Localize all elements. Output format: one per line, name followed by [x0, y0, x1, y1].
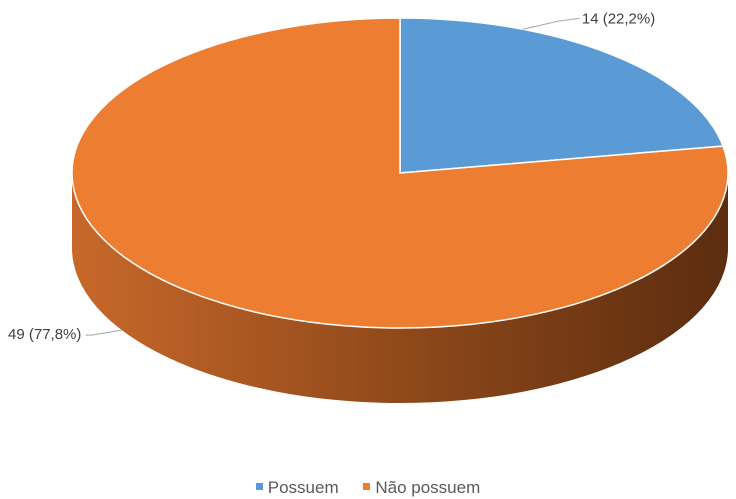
leader-lines	[85, 17, 580, 336]
pie-slice-possuem	[399, 17, 725, 174]
leader-line-nao-possuem	[85, 329, 122, 336]
legend-item-nao-possuem: Não possuem	[363, 478, 480, 498]
legend: Possuem Não possuem	[0, 478, 736, 498]
legend-item-possuem: Possuem	[255, 478, 339, 498]
legend-label-nao-possuem: Não possuem	[375, 478, 481, 497]
pie-side-layer	[72, 173, 728, 403]
pie-top-layer	[71, 17, 729, 329]
legend-swatch-nao-possuem	[363, 483, 371, 490]
data-label-possuem: 14 (22,2%)	[582, 10, 655, 27]
data-label-nao-possuem: 49 (77,8%)	[8, 326, 81, 343]
legend-label-possuem: Possuem	[267, 478, 339, 497]
pie-side-wall	[72, 173, 728, 403]
pie-slice-nao-possuem	[71, 17, 729, 329]
legend-swatch-possuem	[255, 483, 263, 490]
leader-line-possuem	[522, 17, 580, 30]
data-labels: 14 (22,2%) 49 (77,8%)	[8, 10, 655, 343]
